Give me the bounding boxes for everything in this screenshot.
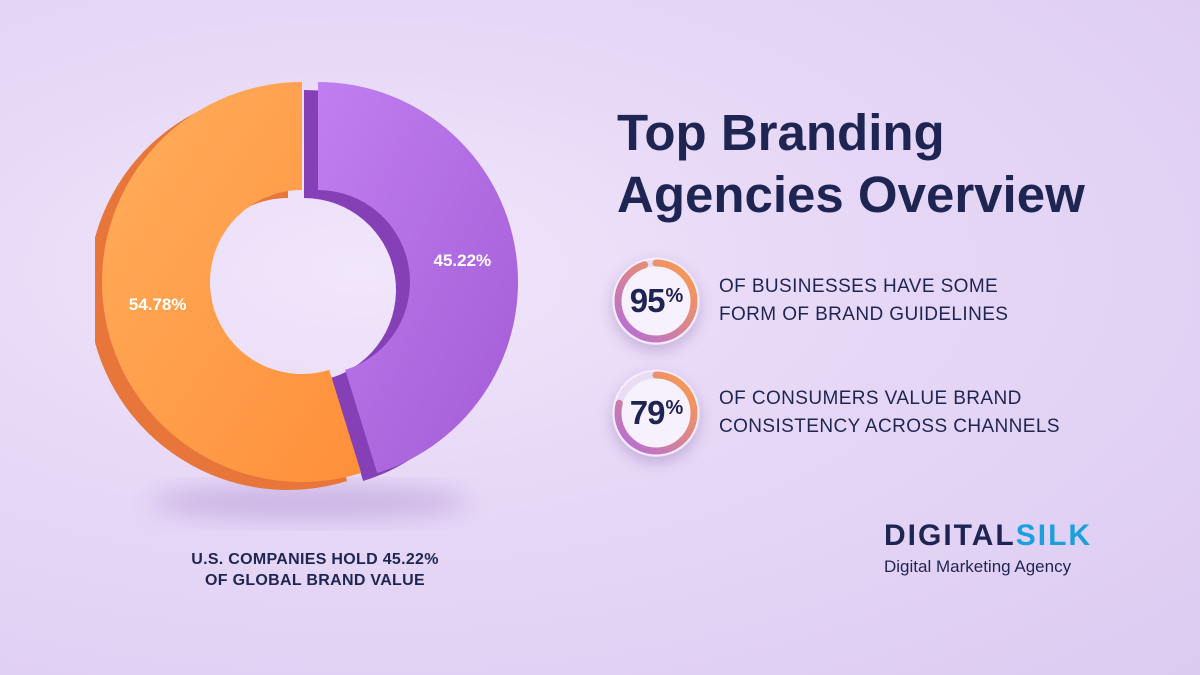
stat-value: 95% [612, 257, 700, 345]
progress-ring-graphic [613, 370, 699, 456]
stat-number: 95 [629, 282, 666, 319]
progress-ring-background [613, 258, 699, 344]
stat-unit: % [665, 284, 683, 307]
progress-ring [612, 369, 700, 457]
stat-description: OF CONSUMERS VALUE BRAND CONSISTENCY ACR… [719, 385, 1139, 441]
donut-slice-label: 54.78% [129, 295, 187, 314]
donut-slice [102, 82, 362, 482]
stat-consumers-consistency: 79% OF CONSUMERS VALUE BRAND CONSISTENCY… [612, 369, 1132, 457]
stat-businesses-guidelines: 95% OF BUSINESSES HAVE SOME FORM OF BRAN… [612, 257, 1132, 345]
logo-tagline: Digital Marketing Agency [884, 557, 1072, 576]
brand-logo: DIGITALSILK Digital Marketing Agency [884, 519, 1092, 577]
stat-description-line-1: OF CONSUMERS VALUE BRAND [719, 388, 1022, 409]
progress-ring [612, 257, 700, 345]
progress-ring-background [613, 370, 699, 456]
donut-chart: 54.78% 45.22% [95, 82, 518, 520]
stat-description-line-2: CONSISTENCY ACROSS CHANNELS [719, 416, 1060, 437]
stat-description-line-2: FORM OF BRAND GUIDELINES [719, 304, 1009, 325]
donut-shadow [150, 484, 470, 520]
logo-wordmark: DIGITALSILK [884, 519, 1092, 553]
donut-slice [318, 82, 518, 474]
chart-caption: U.S. COMPANIES HOLD 45.22% OF GLOBAL BRA… [175, 549, 455, 591]
stat-description-line-1: OF BUSINESSES HAVE SOME [719, 276, 999, 297]
donut-slice-label: 45.22% [434, 251, 492, 270]
logo-word-part-2: SILK [1015, 519, 1093, 552]
stat-unit: % [665, 396, 683, 419]
stat-description: OF BUSINESSES HAVE SOME FORM OF BRAND GU… [719, 273, 1139, 329]
logo-word-part-1: DIGITAL [884, 519, 1016, 552]
page-title-line-1: Top Branding [617, 104, 945, 161]
stat-value: 79% [612, 369, 700, 457]
chart-caption-line-1: U.S. COMPANIES HOLD 45.22% [191, 551, 439, 568]
progress-ring-graphic [613, 258, 699, 344]
progress-ring-fill [614, 259, 698, 343]
progress-ring-fill [614, 371, 698, 455]
page-title: Top Branding Agencies Overview [617, 102, 1177, 226]
page-title-line-2: Agencies Overview [617, 166, 1085, 223]
chart-caption-line-2: OF GLOBAL BRAND VALUE [205, 572, 425, 589]
stat-number: 79 [629, 394, 666, 431]
